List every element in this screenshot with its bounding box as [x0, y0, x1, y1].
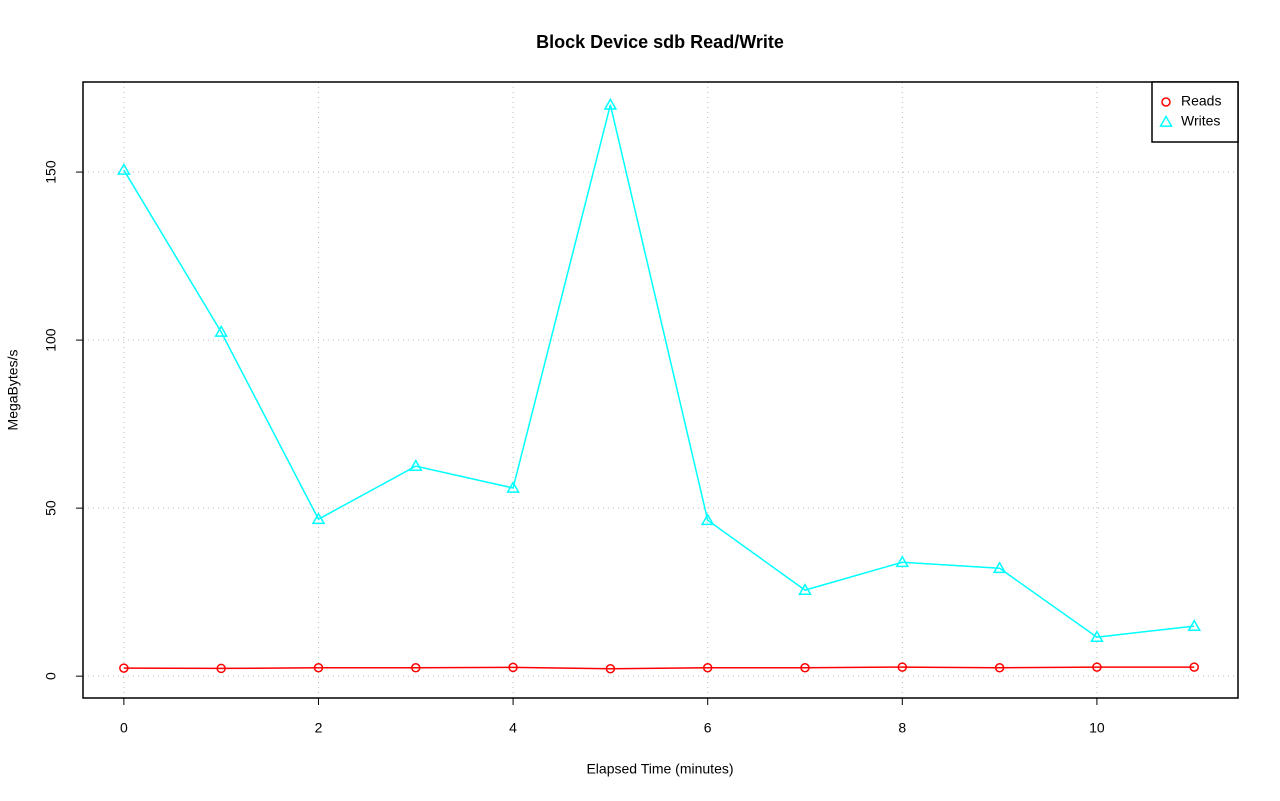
data-point	[800, 663, 810, 673]
data-point	[1090, 630, 1104, 643]
data-point	[1187, 619, 1202, 631]
data-point	[119, 663, 129, 673]
legend-box	[1151, 81, 1239, 143]
data-point	[897, 662, 908, 672]
data-point	[798, 583, 812, 595]
data-point	[313, 663, 324, 673]
plot-frame	[82, 81, 1239, 699]
legend-marker	[1161, 97, 1171, 107]
data-point	[508, 662, 518, 673]
y-tick-label: 50	[43, 500, 59, 516]
legend-label: Reads	[1181, 93, 1221, 109]
data-point	[605, 664, 616, 674]
data-point	[506, 480, 520, 493]
data-point	[408, 459, 423, 471]
data-point	[117, 163, 131, 175]
data-point	[895, 555, 910, 568]
x-tick-label: 4	[509, 720, 517, 736]
x-tick-label: 10	[1089, 720, 1105, 736]
data-point	[1092, 662, 1102, 672]
x-tick-label: 8	[898, 720, 906, 736]
chart-title: Block Device sdb Read/Write	[536, 32, 784, 52]
data-point	[702, 663, 713, 673]
data-point	[603, 97, 618, 110]
y-tick-label: 0	[43, 672, 59, 680]
series-line	[123, 666, 1195, 670]
data-point	[411, 663, 421, 673]
data-point	[311, 512, 326, 525]
data-point	[700, 513, 715, 526]
data-point	[214, 325, 228, 337]
legend: Reads Writes	[1151, 81, 1239, 143]
x-tick-label: 6	[704, 720, 712, 736]
data-point	[994, 663, 1005, 673]
data-point	[992, 561, 1007, 574]
x-tick-label: 0	[120, 720, 128, 736]
series-line	[123, 104, 1195, 638]
x-axis-label: Elapsed Time (minutes)	[586, 761, 733, 777]
legend-label: Writes	[1181, 113, 1220, 129]
y-tick-label: 150	[43, 160, 59, 184]
data-point	[216, 663, 226, 674]
data-point	[1189, 662, 1199, 672]
legend-marker	[1159, 114, 1173, 127]
y-tick-label: 100	[43, 328, 59, 352]
y-axis-label: MegaBytes/s	[5, 350, 21, 431]
x-tick-label: 2	[315, 720, 323, 736]
